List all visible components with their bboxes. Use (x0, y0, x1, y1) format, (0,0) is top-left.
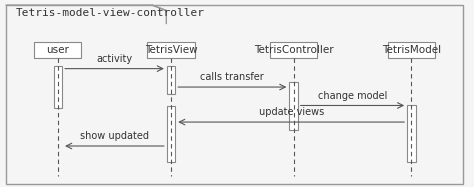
Text: TetrisController: TetrisController (254, 45, 333, 55)
FancyBboxPatch shape (270, 42, 317, 59)
Text: TetrisModel: TetrisModel (382, 45, 441, 55)
FancyBboxPatch shape (289, 82, 298, 130)
FancyBboxPatch shape (167, 66, 175, 94)
Text: Tetris-model-view-controller: Tetris-model-view-controller (16, 8, 204, 18)
FancyBboxPatch shape (6, 5, 463, 184)
FancyBboxPatch shape (407, 105, 416, 162)
FancyBboxPatch shape (147, 42, 195, 59)
Text: show updated: show updated (80, 131, 149, 141)
Text: change model: change model (318, 91, 387, 101)
FancyBboxPatch shape (54, 66, 62, 108)
Text: user: user (46, 45, 69, 55)
Text: activity: activity (96, 54, 133, 64)
FancyBboxPatch shape (35, 42, 82, 59)
Text: calls transfer: calls transfer (201, 72, 264, 82)
Text: update views: update views (258, 108, 324, 117)
FancyBboxPatch shape (388, 42, 435, 59)
Text: TetrisView: TetrisView (145, 45, 197, 55)
FancyBboxPatch shape (167, 106, 175, 162)
